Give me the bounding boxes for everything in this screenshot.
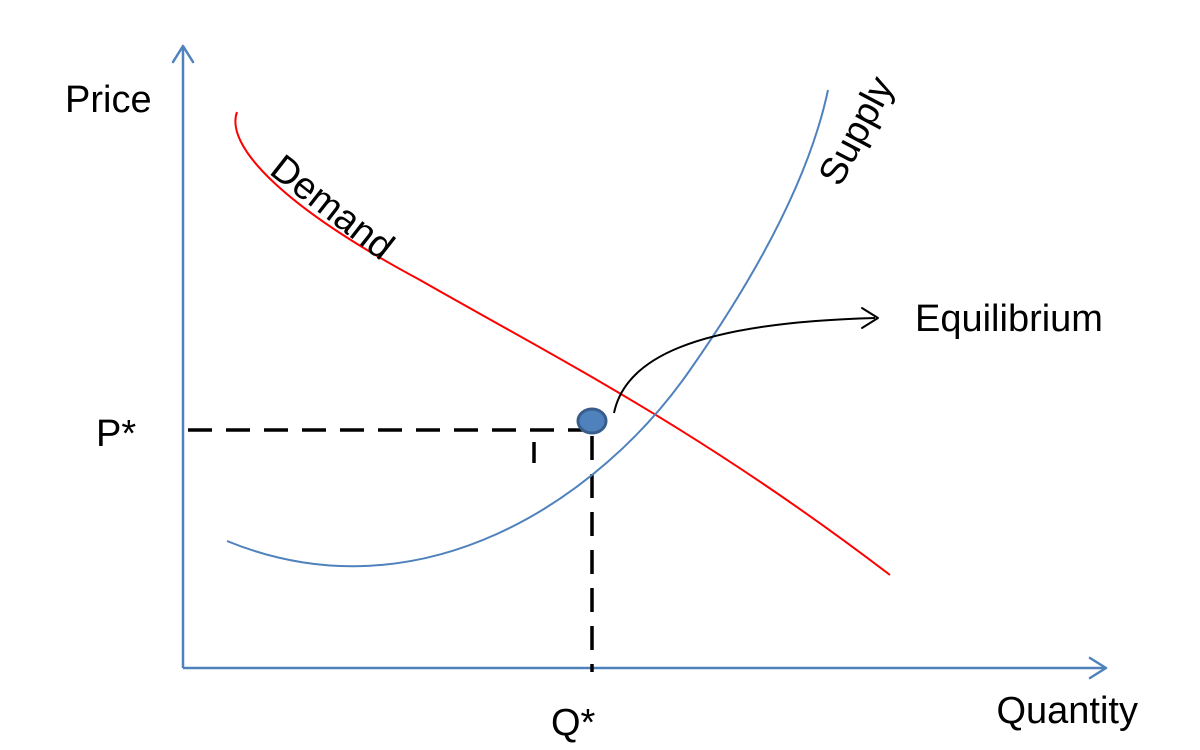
equilibrium-quantity-label: Q* bbox=[551, 702, 596, 744]
y-axis-arrowhead bbox=[171, 44, 195, 64]
equilibrium-arrowhead bbox=[861, 307, 879, 329]
x-axis-arrowhead bbox=[1088, 656, 1108, 680]
axes bbox=[171, 44, 1108, 680]
demand-curve bbox=[234, 111, 891, 576]
supply-curve bbox=[226, 89, 829, 568]
equilibrium-label: Equilibrium bbox=[915, 298, 1103, 340]
y-axis-label: Price bbox=[65, 79, 152, 121]
equilibrium-guides bbox=[188, 428, 594, 672]
equilibrium-price-label: P* bbox=[96, 413, 136, 455]
equilibrium-pointer-arrow bbox=[613, 317, 876, 414]
equilibrium-point bbox=[576, 407, 608, 435]
x-axis-label: Quantity bbox=[996, 690, 1138, 732]
demand-curve-label: Demand bbox=[262, 147, 401, 269]
supply-curve-label: Supply bbox=[811, 70, 903, 192]
